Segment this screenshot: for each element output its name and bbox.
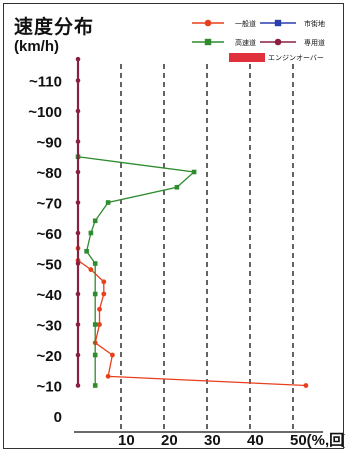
data-point	[75, 322, 81, 327]
x-tick-label: 50(%,回)	[290, 432, 345, 449]
y-tick-label: ~70	[37, 196, 62, 213]
legend-label: 専用道	[304, 38, 325, 47]
data-point	[84, 249, 89, 254]
legend-label: 市街地	[304, 19, 325, 28]
data-point	[75, 291, 81, 297]
data-point	[303, 383, 309, 388]
data-point	[75, 56, 81, 62]
data-point	[105, 200, 111, 205]
data-point	[75, 139, 81, 144]
y-tick-label: ~50	[37, 257, 62, 274]
data-point	[75, 230, 81, 236]
data-point	[75, 169, 81, 175]
data-point	[75, 200, 81, 205]
data-point	[191, 169, 197, 175]
legend-label: 一般道	[235, 19, 256, 28]
chart-title: 速度分布	[14, 16, 95, 38]
data-point	[92, 322, 98, 327]
legend-marker	[274, 38, 282, 46]
legend-label: 高速道	[235, 38, 256, 47]
legend-swatch-engine-over	[229, 53, 265, 62]
data-point	[174, 184, 180, 190]
series-line	[77, 248, 306, 387]
y-tick-label: ~110	[29, 74, 62, 91]
x-tick-label: 20	[161, 432, 178, 449]
speed-distribution-chart: 0 ~10 ~20 ~30 ~40 ~50 ~60 ~70 ~80 ~90 ~100 ~110 10 20…	[28, 19, 345, 449]
y-tick-label: ~10	[37, 379, 62, 396]
legend-label: エンジンオーバー	[268, 54, 324, 62]
data-point	[105, 373, 111, 379]
data-point	[75, 78, 81, 83]
y-tick-label: ~60	[37, 226, 62, 243]
data-point	[75, 261, 81, 266]
data-point	[97, 306, 102, 312]
y-tick-label: ~80	[37, 165, 62, 182]
data-point	[101, 291, 107, 297]
legend-marker	[204, 38, 212, 46]
data-point	[92, 383, 98, 388]
x-tick-label: 40	[247, 432, 264, 449]
legend-marker	[274, 19, 282, 27]
data-point	[75, 352, 81, 358]
x-tick-label: 10	[118, 432, 135, 449]
data-point	[92, 352, 98, 358]
legend-marker	[204, 19, 212, 27]
data-point	[88, 267, 94, 272]
data-point	[88, 230, 94, 236]
data-point	[75, 108, 81, 114]
y-tick-label: ~20	[37, 348, 62, 365]
y-tick-label: ~90	[37, 135, 62, 152]
x-tick-label: 30	[204, 432, 221, 449]
data-point	[75, 383, 81, 388]
data-point	[101, 279, 107, 285]
y-axis-unit: (km/h)	[14, 38, 59, 55]
data-point	[92, 218, 98, 224]
data-point	[110, 352, 115, 358]
data-point	[92, 261, 98, 266]
chart-frame: 速度分布 (km/h) 0 ~10 ~20 ~30 ~40 ~50 ~60 ~70 ~80 ~90…	[3, 3, 345, 449]
y-tick-label: ~40	[37, 287, 62, 304]
y-tick-label: ~30	[37, 318, 62, 335]
y-tick-label: ~100	[28, 104, 62, 121]
series-line	[77, 156, 196, 386]
y-tick-label: 0	[54, 409, 62, 426]
data-point	[92, 291, 98, 297]
data-point	[97, 322, 102, 327]
